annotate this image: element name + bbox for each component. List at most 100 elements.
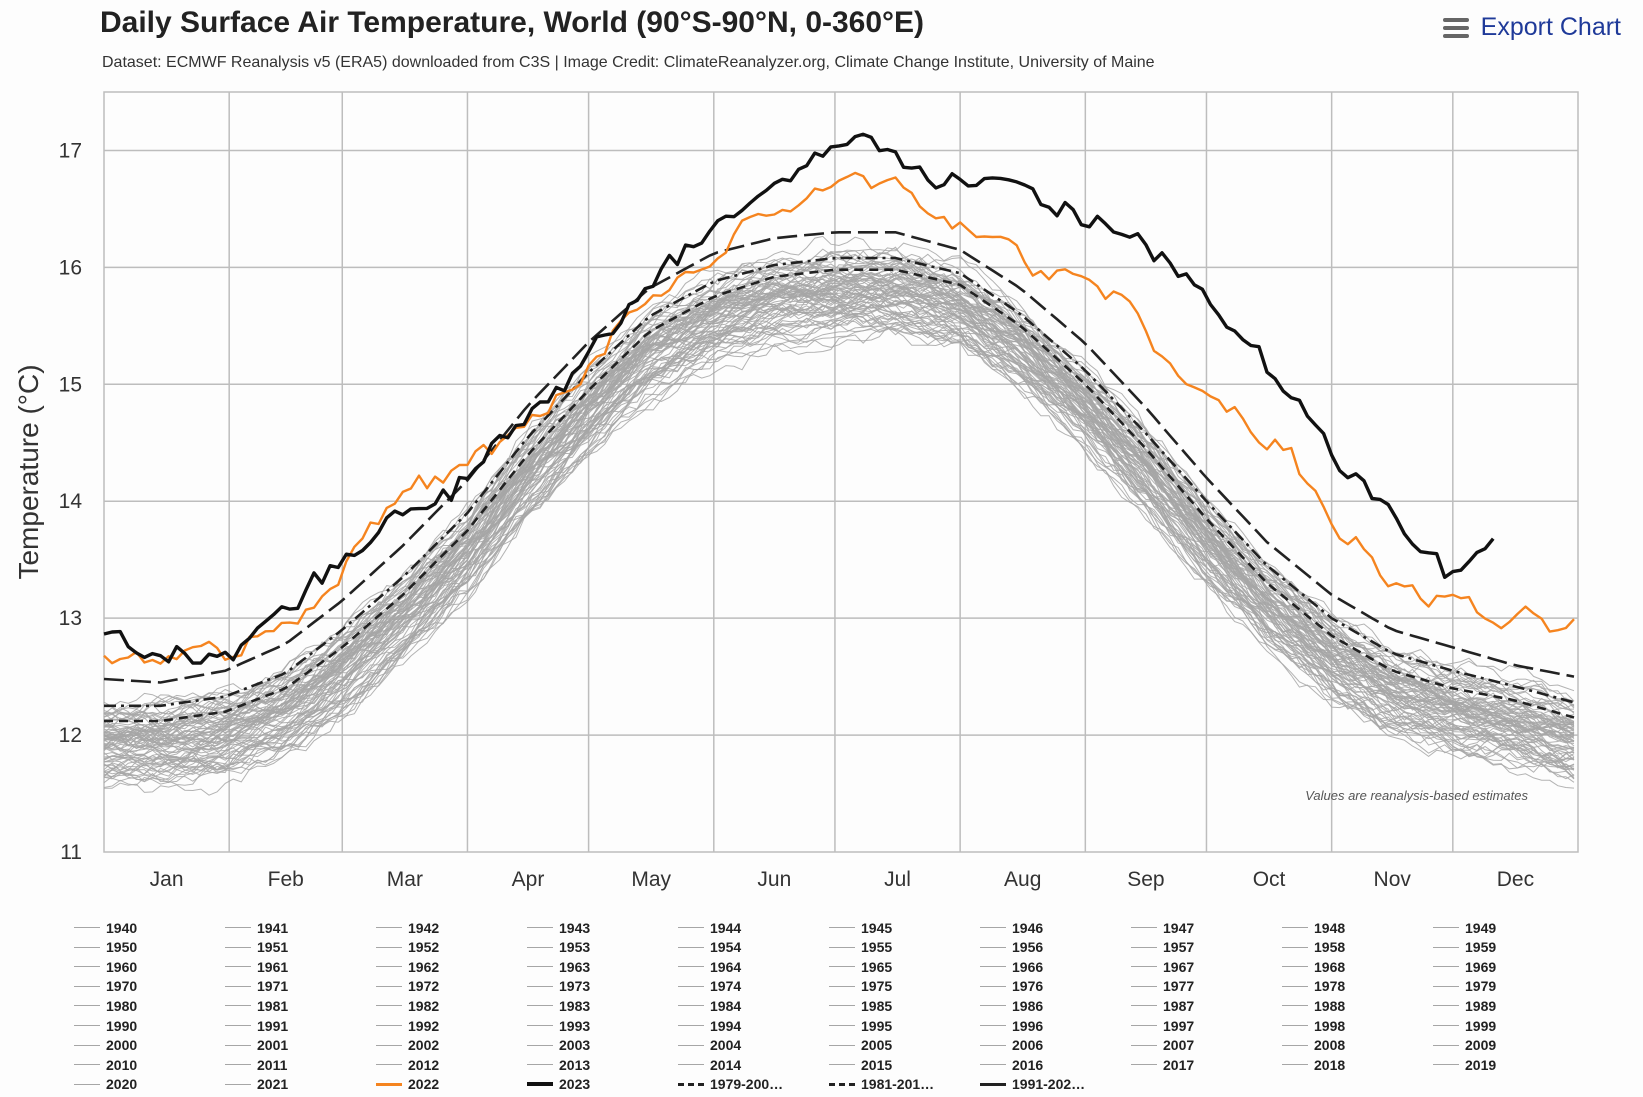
legend-item-1983[interactable]: 1983 <box>527 996 590 1015</box>
legend-swatch <box>829 1064 855 1066</box>
legend-item-1984[interactable]: 1984 <box>678 996 741 1015</box>
legend-item-1940[interactable]: 1940 <box>74 918 137 937</box>
legend-item-1961[interactable]: 1961 <box>225 957 288 976</box>
legend-label: 1955 <box>861 939 893 956</box>
legend-item-1943[interactable]: 1943 <box>527 918 590 937</box>
legend-item-1969[interactable]: 1969 <box>1433 957 1496 976</box>
legend-item-1967[interactable]: 1967 <box>1131 957 1194 976</box>
legend-item-1998[interactable]: 1998 <box>1282 1016 1345 1035</box>
legend-item-1988[interactable]: 1988 <box>1282 996 1345 1015</box>
legend-item-1970[interactable]: 1970 <box>74 977 137 996</box>
legend-item-1952[interactable]: 1952 <box>376 938 439 957</box>
legend-item-1976[interactable]: 1976 <box>980 977 1043 996</box>
legend-item-2003[interactable]: 2003 <box>527 1036 590 1055</box>
series-line-1947 <box>103 308 1575 778</box>
legend-item-2010[interactable]: 2010 <box>74 1055 137 1074</box>
legend-item-1982[interactable]: 1982 <box>376 996 439 1015</box>
legend-item-1978[interactable]: 1978 <box>1282 977 1345 996</box>
legend-item-1995[interactable]: 1995 <box>829 1016 892 1035</box>
legend-item-1986[interactable]: 1986 <box>980 996 1043 1015</box>
legend-label: 2004 <box>710 1037 742 1054</box>
legend-item-2021[interactable]: 2021 <box>225 1075 288 1094</box>
legend-item-1989[interactable]: 1989 <box>1433 996 1496 1015</box>
legend-item-1972[interactable]: 1972 <box>376 977 439 996</box>
legend-item-1979-mean[interactable]: 1979-200… <box>678 1075 783 1094</box>
legend-item-2014[interactable]: 2014 <box>678 1055 741 1074</box>
legend-item-1973[interactable]: 1973 <box>527 977 590 996</box>
legend-item-1946[interactable]: 1946 <box>980 918 1043 937</box>
legend-item-2012[interactable]: 2012 <box>376 1055 439 1074</box>
legend-item-1948[interactable]: 1948 <box>1282 918 1345 937</box>
legend-item-2023[interactable]: 2023 <box>527 1075 590 1094</box>
legend-item-1962[interactable]: 1962 <box>376 957 439 976</box>
legend-item-1975[interactable]: 1975 <box>829 977 892 996</box>
legend-item-1985[interactable]: 1985 <box>829 996 892 1015</box>
legend-item-1959[interactable]: 1959 <box>1433 938 1496 957</box>
legend-item-1991-mean[interactable]: 1991-202… <box>980 1075 1085 1094</box>
legend-item-2006[interactable]: 2006 <box>980 1036 1043 1055</box>
legend-item-1958[interactable]: 1958 <box>1282 938 1345 957</box>
legend-item-1965[interactable]: 1965 <box>829 957 892 976</box>
legend-item-1941[interactable]: 1941 <box>225 918 288 937</box>
legend-item-2020[interactable]: 2020 <box>74 1075 137 1094</box>
legend-item-1957[interactable]: 1957 <box>1131 938 1194 957</box>
legend-swatch <box>678 1064 704 1066</box>
legend-item-1963[interactable]: 1963 <box>527 957 590 976</box>
legend-item-1992[interactable]: 1992 <box>376 1016 439 1035</box>
legend-item-2000[interactable]: 2000 <box>74 1036 137 1055</box>
legend-item-1980[interactable]: 1980 <box>74 996 137 1015</box>
legend-item-2001[interactable]: 2001 <box>225 1036 288 1055</box>
legend-item-2022[interactable]: 2022 <box>376 1075 439 1094</box>
legend-item-1994[interactable]: 1994 <box>678 1016 741 1035</box>
legend-item-1960[interactable]: 1960 <box>74 957 137 976</box>
legend-item-2005[interactable]: 2005 <box>829 1036 892 1055</box>
legend-swatch <box>1282 966 1308 968</box>
legend-item-2013[interactable]: 2013 <box>527 1055 590 1074</box>
legend-item-2015[interactable]: 2015 <box>829 1055 892 1074</box>
legend-item-2008[interactable]: 2008 <box>1282 1036 1345 1055</box>
legend-item-1990[interactable]: 1990 <box>74 1016 137 1035</box>
legend-item-1966[interactable]: 1966 <box>980 957 1043 976</box>
legend-item-2002[interactable]: 2002 <box>376 1036 439 1055</box>
legend-item-1996[interactable]: 1996 <box>980 1016 1043 1035</box>
legend-item-2004[interactable]: 2004 <box>678 1036 741 1055</box>
legend-item-1968[interactable]: 1968 <box>1282 957 1345 976</box>
legend-item-2018[interactable]: 2018 <box>1282 1055 1345 1074</box>
legend-item-1997[interactable]: 1997 <box>1131 1016 1194 1035</box>
legend-item-2011[interactable]: 2011 <box>225 1055 287 1074</box>
legend-item-1981-mean[interactable]: 1981-201… <box>829 1075 934 1094</box>
export-chart-button[interactable]: Export Chart <box>1442 13 1621 42</box>
legend-item-1955[interactable]: 1955 <box>829 938 892 957</box>
legend-item-1964[interactable]: 1964 <box>678 957 741 976</box>
legend-item-2016[interactable]: 2016 <box>980 1055 1043 1074</box>
legend-item-1942[interactable]: 1942 <box>376 918 439 937</box>
legend-item-1977[interactable]: 1977 <box>1131 977 1194 996</box>
legend-item-2009[interactable]: 2009 <box>1433 1036 1496 1055</box>
legend-item-1979[interactable]: 1979 <box>1433 977 1496 996</box>
legend-swatch <box>980 985 1006 987</box>
legend-item-1999[interactable]: 1999 <box>1433 1016 1496 1035</box>
legend-item-1971[interactable]: 1971 <box>225 977 288 996</box>
legend-item-1956[interactable]: 1956 <box>980 938 1043 957</box>
legend-item-2007[interactable]: 2007 <box>1131 1036 1194 1055</box>
legend-item-1954[interactable]: 1954 <box>678 938 741 957</box>
legend-item-1944[interactable]: 1944 <box>678 918 741 937</box>
legend-item-2017[interactable]: 2017 <box>1131 1055 1194 1074</box>
legend-swatch <box>829 927 855 928</box>
legend-item-2019[interactable]: 2019 <box>1433 1055 1496 1074</box>
legend-item-1947[interactable]: 1947 <box>1131 918 1194 937</box>
legend-swatch <box>678 946 704 948</box>
legend-item-1987[interactable]: 1987 <box>1131 996 1194 1015</box>
legend-item-1953[interactable]: 1953 <box>527 938 590 957</box>
legend-item-1949[interactable]: 1949 <box>1433 918 1496 937</box>
legend-item-1991[interactable]: 1991 <box>225 1016 288 1035</box>
legend-item-1951[interactable]: 1951 <box>225 938 288 957</box>
legend-item-1993[interactable]: 1993 <box>527 1016 590 1035</box>
legend-label: 2001 <box>257 1037 289 1054</box>
legend-item-1981[interactable]: 1981 <box>225 996 288 1015</box>
legend-item-1950[interactable]: 1950 <box>74 938 137 957</box>
legend-item-1974[interactable]: 1974 <box>678 977 741 996</box>
legend-swatch <box>829 1044 855 1046</box>
legend-item-1945[interactable]: 1945 <box>829 918 892 937</box>
series-line-1979-mean <box>104 268 1575 723</box>
